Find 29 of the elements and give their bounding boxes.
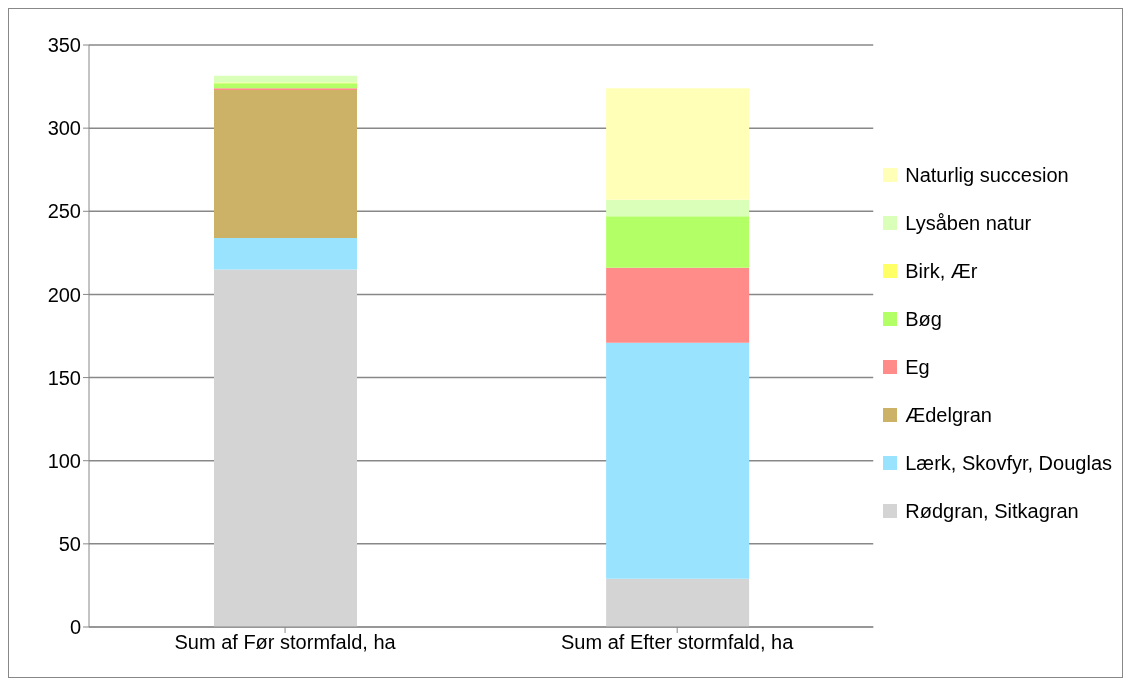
bar xyxy=(606,578,750,627)
legend-label: Bøg xyxy=(905,307,942,331)
legend-label: Ædelgran xyxy=(905,403,992,427)
x-tick-label: Sum af Efter stormfald, ha xyxy=(561,631,795,654)
legend-label: Lærk, Skovfyr, Douglas xyxy=(905,451,1112,475)
y-tick-label: 50 xyxy=(58,532,81,555)
bar xyxy=(214,83,357,89)
y-tick-label: 350 xyxy=(47,34,81,57)
legend-label: Lysåben natur xyxy=(905,211,1032,235)
x-tick-label: Sum af Før stormfald, ha xyxy=(174,631,397,654)
bar xyxy=(214,269,357,627)
legend-label: Eg xyxy=(905,355,930,379)
y-tick-label: 250 xyxy=(47,200,81,223)
bar xyxy=(606,216,750,268)
y-tick-label: 200 xyxy=(47,283,81,306)
y-tick-label: 150 xyxy=(47,366,81,389)
bar xyxy=(214,89,357,238)
legend-label: Rødgran, Sitkagran xyxy=(905,499,1079,523)
bar xyxy=(606,199,750,217)
bar xyxy=(214,75,357,83)
bar xyxy=(606,88,750,200)
y-tick-label: 300 xyxy=(47,117,81,140)
bar xyxy=(606,342,750,579)
y-tick-label: 100 xyxy=(47,449,81,472)
y-tick-label: 0 xyxy=(69,616,81,639)
bar xyxy=(606,267,750,343)
bar xyxy=(214,237,357,270)
legend-label: Naturlig succesion xyxy=(905,163,1069,187)
legend-label: Birk, Ær xyxy=(905,259,978,283)
